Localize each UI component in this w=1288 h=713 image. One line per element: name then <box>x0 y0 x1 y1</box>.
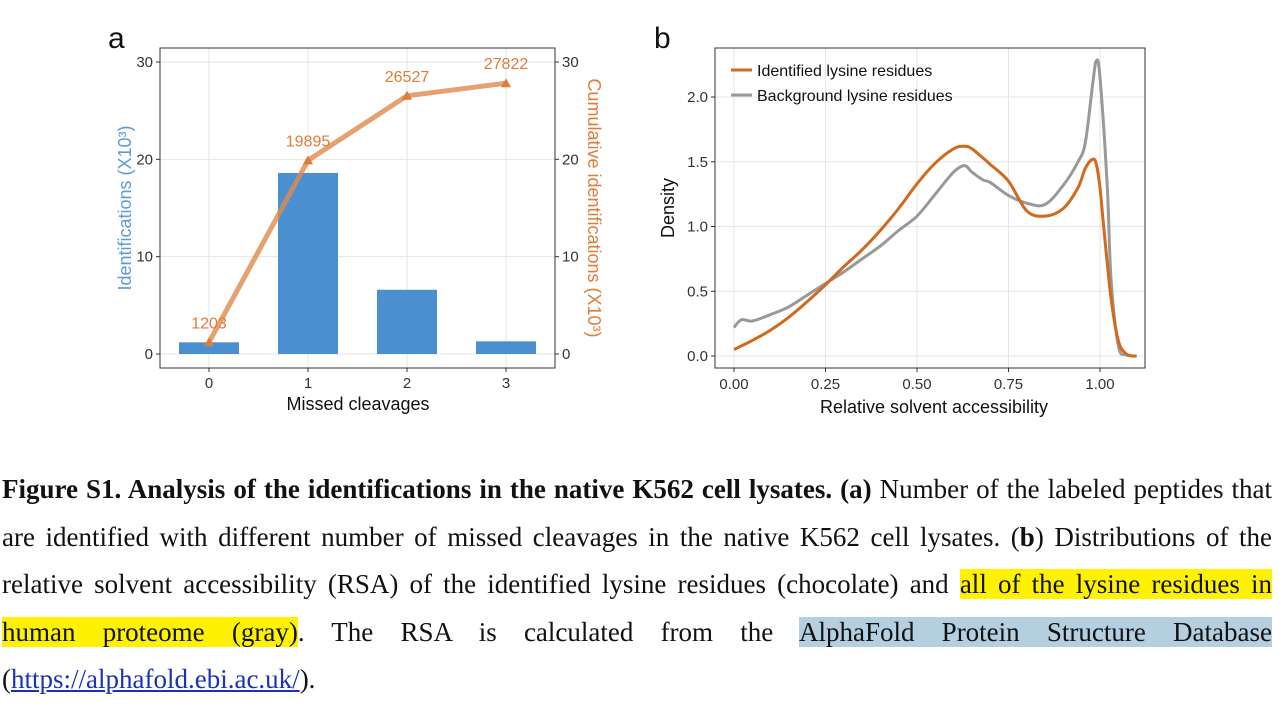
panel-a-frame <box>159 47 556 369</box>
panel-a-bar-2 <box>377 289 437 354</box>
panel-a-ytick-right-label: 20 <box>562 151 579 168</box>
panel-a-cumulative-point <box>303 155 313 165</box>
panel-a-xtick-label: 0 <box>205 375 213 392</box>
panel-a-xtick-label: 1 <box>304 375 312 392</box>
panel-a-bar-1 <box>278 172 338 354</box>
caption-part-a-label: (a) <box>840 474 872 504</box>
panel-a-ytick-left-label: 0 <box>145 346 153 363</box>
legend-background-label: Background lysine residues <box>757 88 953 105</box>
panel-a-cumulative-label: 27822 <box>484 56 529 73</box>
panel-a-ytick-right-label: 30 <box>562 54 579 71</box>
panel-b-xlabel: Relative solvent accessibility <box>820 397 1048 417</box>
panel-a-ytick-left-label: 20 <box>136 151 153 168</box>
panel-a-cumulative-label: 26527 <box>385 69 430 86</box>
panel-b-xtick-label: 0.75 <box>994 376 1023 393</box>
caption-part-b-text-1: ) Distributions of the relative solvent … <box>2 521 1272 600</box>
panel-a-ytick-right-label: 0 <box>562 346 570 363</box>
panel-a-cumulative-label: 19895 <box>286 133 331 150</box>
caption-paren-close: ). <box>299 664 316 694</box>
panel-a-cumulative-point <box>501 78 511 88</box>
panel-a-ytick-left-label: 10 <box>136 249 153 266</box>
panel-a-cumulative-line <box>206 80 507 344</box>
panel-a-bar-3 <box>476 341 536 354</box>
panel-b-xtick-label: 0.50 <box>902 376 931 393</box>
panel-b-ytick-label: 2.0 <box>687 89 708 106</box>
panel-b-ytick-label: 1.5 <box>687 154 708 171</box>
figure-caption: Figure S1. Analysis of the identificatio… <box>2 466 1272 704</box>
panel-a-cumulative-label: 1203 <box>191 315 227 332</box>
caption-bold-intro: Figure S1. Analysis of the identificatio… <box>2 474 833 504</box>
caption-part-a-text: Number of the labeled peptides that are … <box>2 474 1273 552</box>
panel-b-legend: Identified lysine residues Background ly… <box>731 63 953 105</box>
legend-identified-label: Identified lysine residues <box>757 63 932 80</box>
panel-a-letter: a <box>108 22 125 55</box>
panel-a-cumulative-point <box>402 90 412 100</box>
panel-b-xtick-label: 0.00 <box>719 376 748 393</box>
panel-a-cumulative-point <box>204 337 214 347</box>
panel-b-background-line <box>732 58 1137 358</box>
panel-a-ylabel-right: Cumulative identifications (X10³) <box>584 78 604 337</box>
alphafold-link[interactable]: https://alphafold.ebi.ac.uk/ <box>11 664 300 694</box>
panel-b-ylabel: Density <box>658 178 678 238</box>
panel-a-ytick-right-label: 10 <box>562 249 579 266</box>
panel-a-ytick-left-label: 30 <box>136 54 153 71</box>
panel-b-ytick-label: 0.5 <box>687 283 708 300</box>
panel-b-ytick-label: 1.0 <box>687 219 708 236</box>
panel-a-bar-0 <box>179 342 239 354</box>
panel-a-chart: 1203 19895 26527 27822 0 0 10 10 20 20 30 30 0 1 2 3 M… <box>115 47 604 414</box>
panel-b-chart: 0.0 0.5 1.0 1.5 2.0 0.00 0.25 0.50 0.75 1.00 Rela… <box>658 47 1146 417</box>
panel-b-xtick-label: 0.25 <box>811 376 840 393</box>
caption-part-b-label: b <box>1019 521 1035 552</box>
panel-b-identified-line <box>733 144 1137 358</box>
caption-part-b-text-2: . The RSA is calculated from the <box>297 616 799 647</box>
panel-a-xlabel: Missed cleavages <box>286 394 429 414</box>
panel-b-xtick-label: 1.00 <box>1085 376 1114 393</box>
panel-a-xtick-label: 3 <box>502 375 510 392</box>
panel-a-ylabel-left: Identifications (X10³) <box>115 125 135 290</box>
panel-b-ytick-label: 0.0 <box>687 348 708 365</box>
panel-b-frame <box>714 47 1146 369</box>
figure: a 1203 19895 26527 27822 0 0 10 10 20 20 30 30 0 1 2 3… <box>108 22 1146 417</box>
panel-a-xtick-label: 2 <box>403 375 411 392</box>
caption-paren-open: ( <box>2 664 11 694</box>
panel-b-letter: b <box>654 22 671 55</box>
caption-highlight-blue: AlphaFold Protein Structure Database <box>798 616 1272 647</box>
